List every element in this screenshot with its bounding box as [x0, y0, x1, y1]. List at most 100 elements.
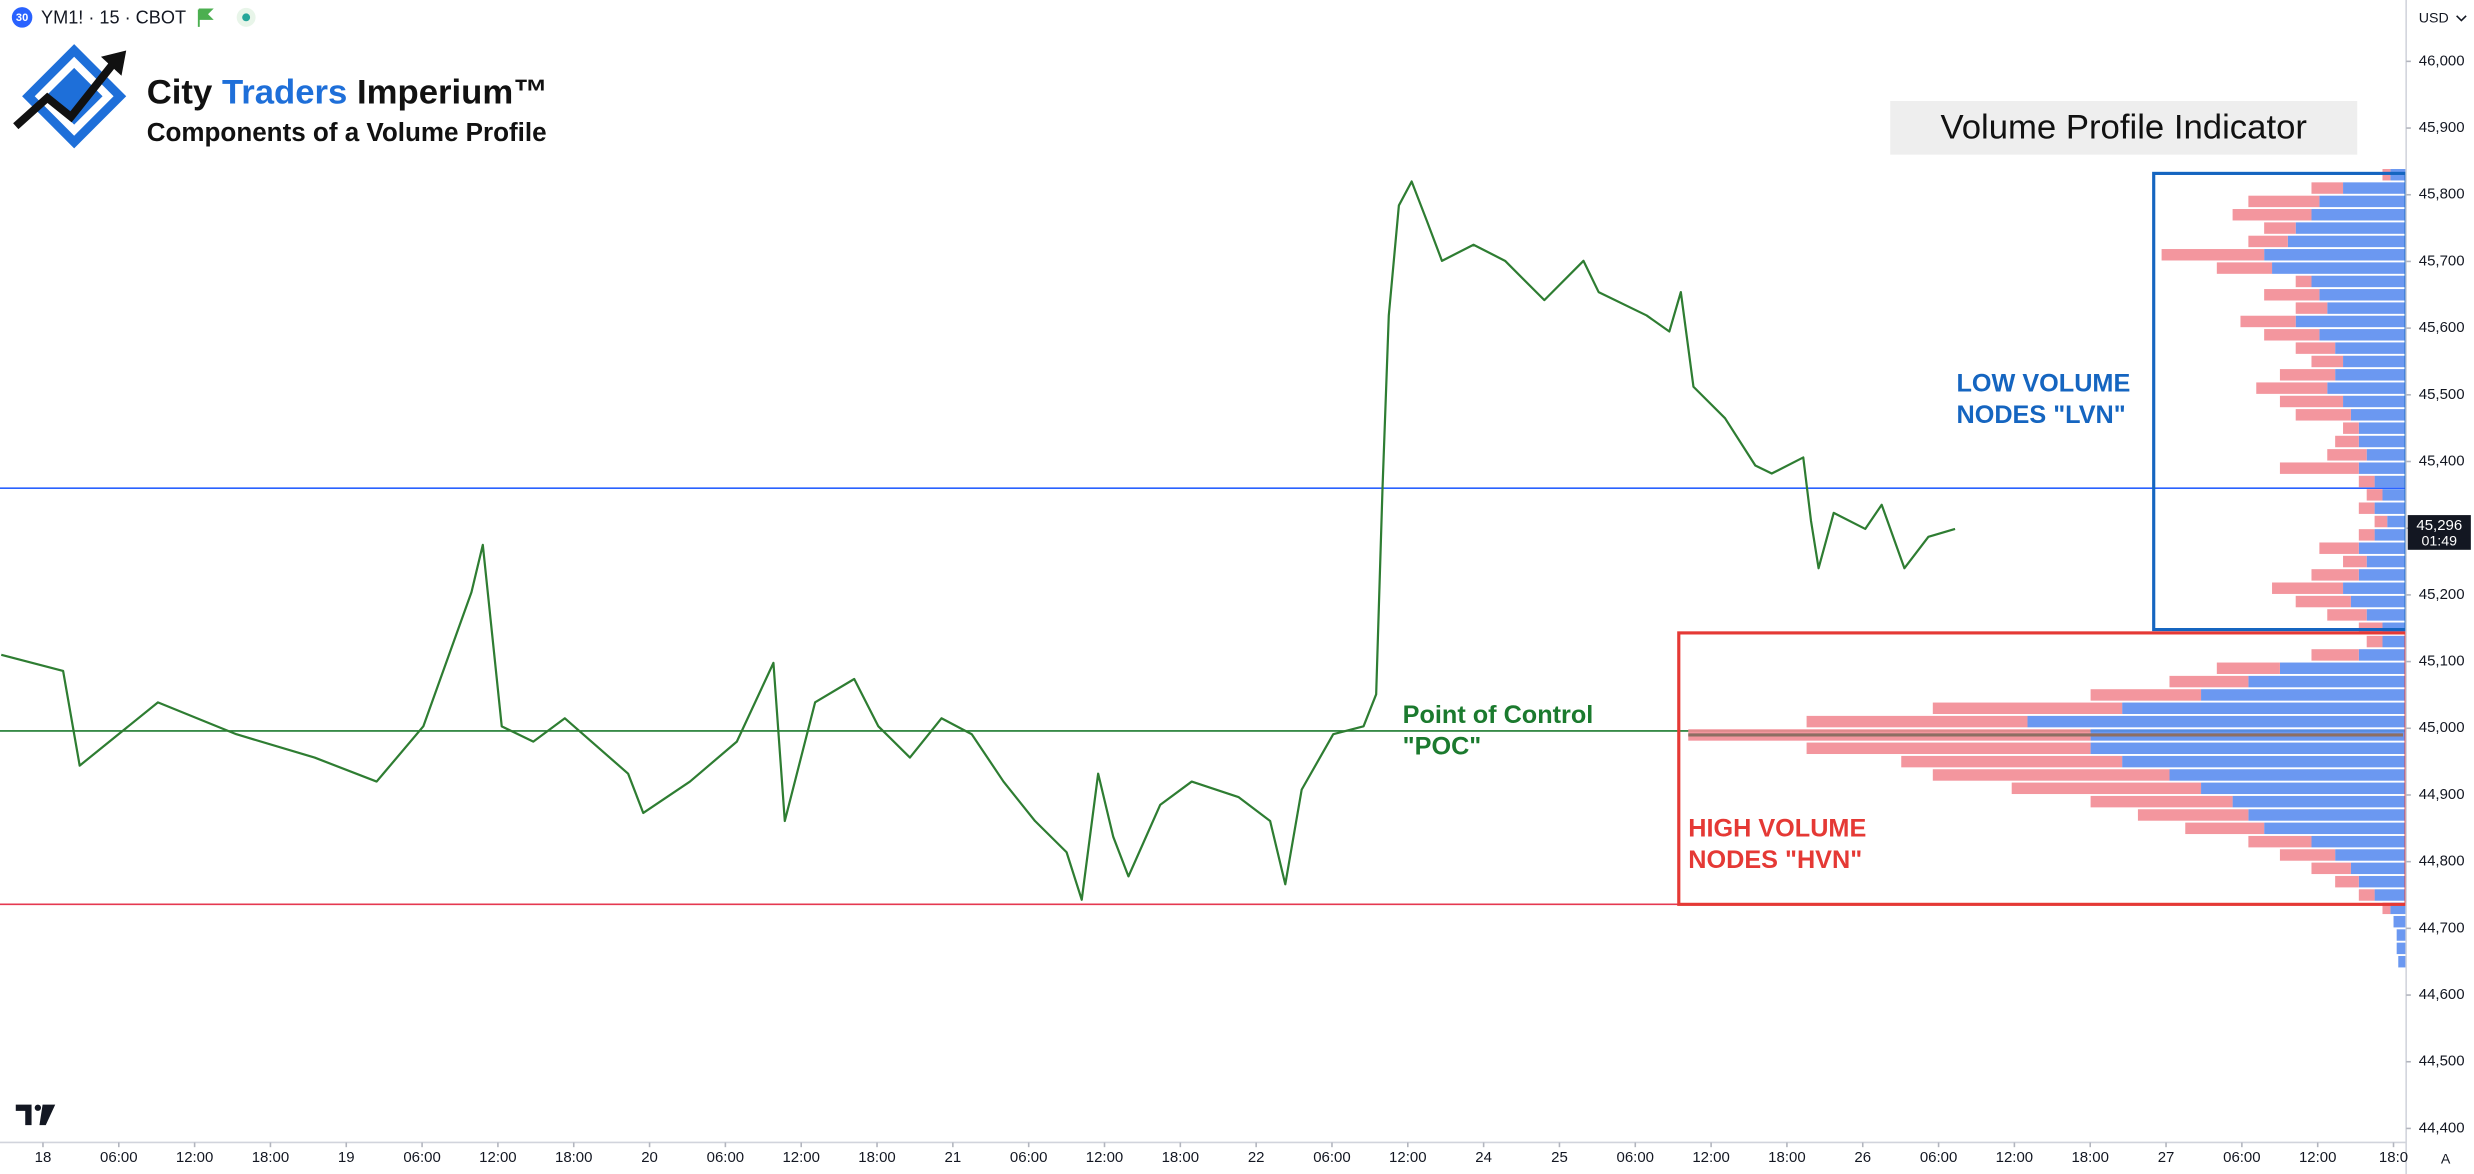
profile-bar: [2358, 649, 2407, 661]
profile-bar: [2343, 355, 2407, 368]
profile-bar: [2335, 342, 2407, 354]
annotation: HIGH VOLUME: [1688, 815, 1866, 843]
x-tick-label: 19: [338, 1149, 355, 1166]
profile-bar: [2279, 849, 2336, 861]
profile-bar: [2382, 635, 2407, 648]
x-tick-label: 12:00: [479, 1149, 516, 1166]
profile-bar: [2201, 782, 2407, 795]
x-tick-label: 06:00: [100, 1149, 137, 1166]
currency-caret: [2456, 15, 2467, 22]
profile-bar: [2366, 635, 2383, 648]
profile-bar: [2216, 262, 2273, 274]
annotation: LOW VOLUME: [1956, 370, 2130, 398]
profile-bar: [2011, 782, 2202, 795]
profile-bar: [2122, 702, 2407, 714]
annotation: Point of Control: [1403, 701, 1594, 729]
profile-bar: [2185, 822, 2265, 835]
profile-bar: [2279, 462, 2359, 474]
profile-bar: [2295, 315, 2407, 328]
profile-bar: [2335, 849, 2407, 861]
profile-bar: [2335, 369, 2407, 381]
y-tick-label: 45,800: [2419, 186, 2465, 203]
x-tick-label: 21: [945, 1149, 962, 1166]
profile-bar: [2350, 595, 2407, 608]
profile-bar: [2358, 422, 2407, 434]
y-tick-label: 45,000: [2419, 719, 2465, 736]
y-tick-label: 44,900: [2419, 786, 2465, 803]
x-tick-label: 24: [1475, 1149, 1492, 1166]
brand-imperium: Imperium™: [357, 74, 548, 112]
profile-bar: [2335, 875, 2359, 888]
profile-bar: [2279, 662, 2407, 674]
profile-bar: [2279, 369, 2336, 381]
y-tick-label: 44,800: [2419, 853, 2465, 870]
profile-bar: [2358, 475, 2375, 488]
profile-bar: [2358, 529, 2375, 541]
x-tick-label: 20: [641, 1149, 658, 1166]
profile-bar: [2374, 889, 2407, 901]
price-scale[interactable]: [2406, 0, 2474, 1174]
profile-bar: [2343, 182, 2407, 194]
profile-bar: [2295, 275, 2312, 288]
flag-icon[interactable]: [197, 8, 214, 27]
profile-bar: [2319, 195, 2407, 208]
profile-bar: [2248, 835, 2312, 848]
x-tick-label: 26: [1854, 1149, 1871, 1166]
profile-bar: [2343, 422, 2359, 434]
x-tick-label: 18:00: [2071, 1149, 2108, 1166]
profile-bar: [2319, 329, 2407, 341]
profile-bar: [2122, 755, 2407, 768]
profile-bar: [2343, 555, 2367, 568]
profile-bar: [2256, 382, 2328, 394]
profile-bar: [2232, 209, 2312, 221]
annotation: "POC": [1403, 733, 1482, 761]
brand-traders: Traders: [222, 74, 347, 112]
x-tick-label: 18:00: [252, 1149, 289, 1166]
profile-bar: [2264, 289, 2320, 301]
profile-bar: [2264, 222, 2296, 234]
brand: City Traders Imperium™: [147, 74, 548, 112]
x-tick-label: 18:00: [555, 1149, 592, 1166]
profile-bar: [2358, 502, 2375, 514]
y-tick-label: 44,700: [2419, 919, 2465, 936]
profile-bar: [2393, 915, 2407, 928]
tradingview-logo: [15, 1104, 56, 1126]
y-tick-label: 45,900: [2419, 119, 2465, 136]
profile-bar: [2264, 329, 2320, 341]
x-tick-label: 18:0: [2379, 1149, 2408, 1166]
x-tick-label: 06:00: [2223, 1149, 2260, 1166]
profile-bar: [2311, 569, 2359, 581]
profile-bar: [2358, 875, 2407, 888]
auto-scale[interactable]: A: [2441, 1152, 2451, 1168]
badge-text: 30: [16, 12, 28, 24]
profile-bar: [2387, 515, 2407, 528]
profile-bar: [2382, 489, 2407, 501]
x-tick-label: 06:00: [1617, 1149, 1654, 1166]
x-tick-label: 22: [1248, 1149, 1265, 1166]
x-tick-label: 06:00: [403, 1149, 440, 1166]
last-price: 45,296: [2416, 517, 2462, 534]
profile-bar: [2358, 462, 2407, 474]
profile-bar: [2358, 542, 2407, 554]
annotation: NODES "LVN": [1956, 401, 2125, 429]
x-tick-label: 18:00: [1768, 1149, 1805, 1166]
profile-bar: [2272, 582, 2344, 594]
profile-bar: [2311, 835, 2407, 848]
title-box: [1890, 100, 2358, 155]
symbol[interactable]: YM1! · 15 · CBOT: [41, 8, 186, 28]
profile-bar: [2137, 809, 2249, 821]
x-tick-label: 06:00: [1920, 1149, 1957, 1166]
chart-title: Volume Profile Indicator: [1940, 109, 2306, 147]
profile-bar: [2232, 795, 2407, 808]
profile-bar: [2327, 449, 2367, 461]
profile-bar: [2374, 529, 2407, 541]
profile-bar: [2396, 929, 2407, 941]
x-tick-label: 25: [1551, 1149, 1568, 1166]
x-tick-label: 18: [35, 1149, 52, 1166]
profile-bar: [1901, 755, 2123, 768]
y-tick-label: 44,500: [2419, 1053, 2465, 1070]
profile-bar: [2374, 515, 2388, 528]
x-tick-label: 06:00: [707, 1149, 744, 1166]
currency[interactable]: USD: [2419, 11, 2449, 27]
